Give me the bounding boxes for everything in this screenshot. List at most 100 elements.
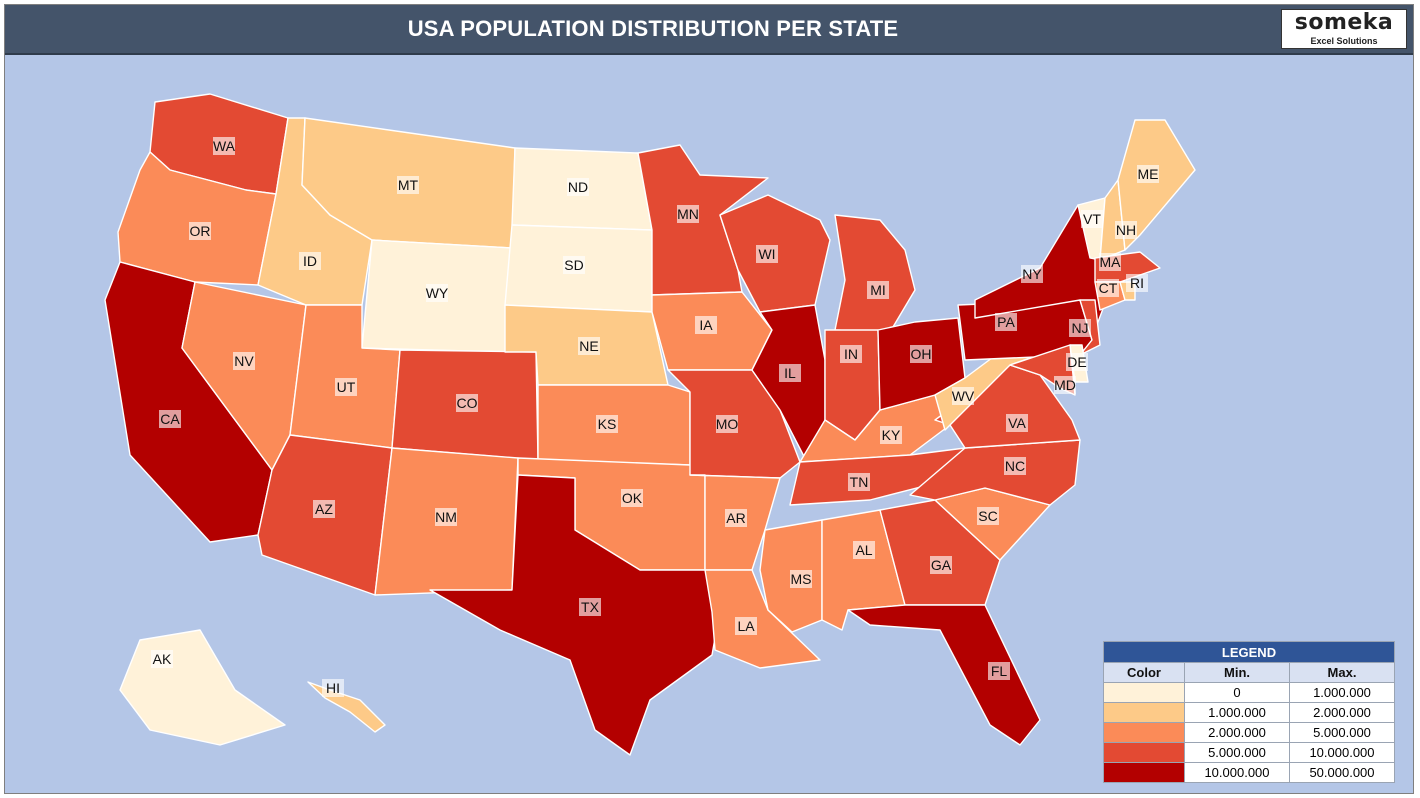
state-label-wa: WA	[213, 137, 236, 155]
state-label-bg	[988, 662, 1010, 680]
state-label-text: MA	[1100, 254, 1122, 270]
state-label-text: LA	[737, 618, 755, 634]
legend-row: 10.000.000 50.000.000	[1103, 762, 1395, 783]
state-label-bg	[1004, 457, 1026, 475]
state-label-text: CA	[160, 411, 180, 427]
legend-col-color: Color	[1103, 662, 1185, 683]
legend-min: 5.000.000	[1184, 742, 1290, 763]
state-label-text: RI	[1130, 275, 1144, 291]
state-label-text: OH	[911, 346, 932, 362]
state-label-text: NH	[1116, 222, 1136, 238]
state-label-al: AL	[853, 541, 875, 559]
state-label-text: NM	[435, 509, 457, 525]
state-label-text: SC	[978, 508, 997, 524]
legend-swatch	[1103, 742, 1185, 763]
state-label-bg	[426, 284, 448, 302]
state-label-bg	[579, 598, 601, 616]
state-label-or: OR	[189, 222, 211, 240]
state-fl[interactable]	[847, 604, 1041, 746]
state-label-text: ND	[568, 179, 588, 195]
state-or[interactable]	[117, 151, 277, 286]
logo-name: someka	[1294, 10, 1394, 35]
state-label-bg	[1126, 274, 1148, 292]
state-ak[interactable]	[119, 629, 286, 746]
state-label-bg	[151, 650, 173, 668]
legend-col-min: Min.	[1184, 662, 1290, 683]
state-label-bg	[790, 570, 812, 588]
state-label-la: LA	[735, 617, 757, 635]
state-me[interactable]	[1117, 119, 1196, 251]
state-label-text: NJ	[1071, 320, 1088, 336]
state-la[interactable]	[704, 569, 821, 669]
state-label-mt: MT	[397, 176, 419, 194]
state-label-ks: KS	[596, 415, 618, 433]
state-label-ak: AK	[151, 650, 173, 668]
state-hi[interactable]	[307, 681, 386, 733]
state-label-bg	[1054, 376, 1076, 394]
state-label-text: NY	[1022, 266, 1042, 282]
state-label-text: MI	[870, 282, 886, 298]
state-label-bg	[299, 252, 321, 270]
state-label-ia: IA	[695, 316, 717, 334]
state-label-text: HI	[326, 680, 340, 696]
state-label-bg	[848, 473, 870, 491]
state-label-bg	[952, 387, 974, 405]
state-label-text: IN	[844, 346, 858, 362]
state-label-bg	[995, 313, 1017, 331]
legend-table: LEGEND Color Min. Max. 0 1.000.000 1.000.0…	[1103, 641, 1395, 783]
state-label-az: AZ	[313, 500, 335, 518]
state-label-text: TN	[850, 474, 869, 490]
someka-logo: someka Excel Solutions	[1281, 9, 1407, 49]
state-label-bg	[313, 500, 335, 518]
legend-swatch	[1103, 702, 1185, 723]
state-label-text: VA	[1008, 415, 1026, 431]
state-label-me: ME	[1137, 165, 1159, 183]
legend-min: 10.000.000	[1184, 762, 1290, 783]
state-label-wv: WV	[952, 387, 975, 405]
state-label-bg	[335, 378, 357, 396]
state-label-bg	[621, 489, 643, 507]
state-label-ky: KY	[880, 426, 902, 444]
legend-title: LEGEND	[1103, 641, 1395, 663]
state-label-ny: NY	[1021, 265, 1043, 283]
state-label-text: MT	[398, 177, 419, 193]
state-label-text: VT	[1083, 211, 1101, 227]
state-label-va: VA	[1006, 414, 1028, 432]
state-label-bg	[189, 222, 211, 240]
state-label-nd: ND	[567, 178, 589, 196]
state-label-bg	[910, 345, 932, 363]
state-label-bg	[596, 415, 618, 433]
state-label-fl: FL	[988, 662, 1010, 680]
state-label-ca: CA	[159, 410, 181, 428]
state-label-pa: PA	[995, 313, 1017, 331]
state-label-bg	[397, 176, 419, 194]
state-label-text: CO	[457, 395, 478, 411]
state-label-wy: WY	[426, 284, 449, 302]
state-label-in: IN	[840, 345, 862, 363]
state-label-bg	[1097, 279, 1119, 297]
state-tx[interactable]	[429, 474, 721, 756]
state-label-text: MD	[1054, 377, 1076, 393]
state-label-text: FL	[991, 663, 1008, 679]
legend-row: 1.000.000 2.000.000	[1103, 702, 1395, 723]
state-label-bg	[1137, 165, 1159, 183]
state-label-text: IL	[784, 365, 796, 381]
legend-min: 0	[1184, 682, 1290, 703]
state-label-tx: TX	[579, 598, 601, 616]
state-label-sd: SD	[563, 256, 585, 274]
state-ga[interactable]	[879, 499, 1001, 606]
legend-max: 50.000.000	[1289, 762, 1395, 783]
state-label-bg	[322, 679, 344, 697]
state-mi[interactable]	[834, 214, 916, 333]
state-label-oh: OH	[910, 345, 932, 363]
state-label-text: MS	[791, 571, 812, 587]
legend-col-max: Max.	[1289, 662, 1395, 683]
state-label-bg	[1006, 414, 1028, 432]
state-label-wi: WI	[756, 245, 778, 263]
state-label-text: SD	[564, 257, 583, 273]
state-label-text: IA	[699, 317, 713, 333]
state-label-ct: CT	[1097, 279, 1119, 297]
state-label-text: ID	[303, 253, 317, 269]
logo-subtitle: Excel Solutions	[1310, 36, 1378, 46]
